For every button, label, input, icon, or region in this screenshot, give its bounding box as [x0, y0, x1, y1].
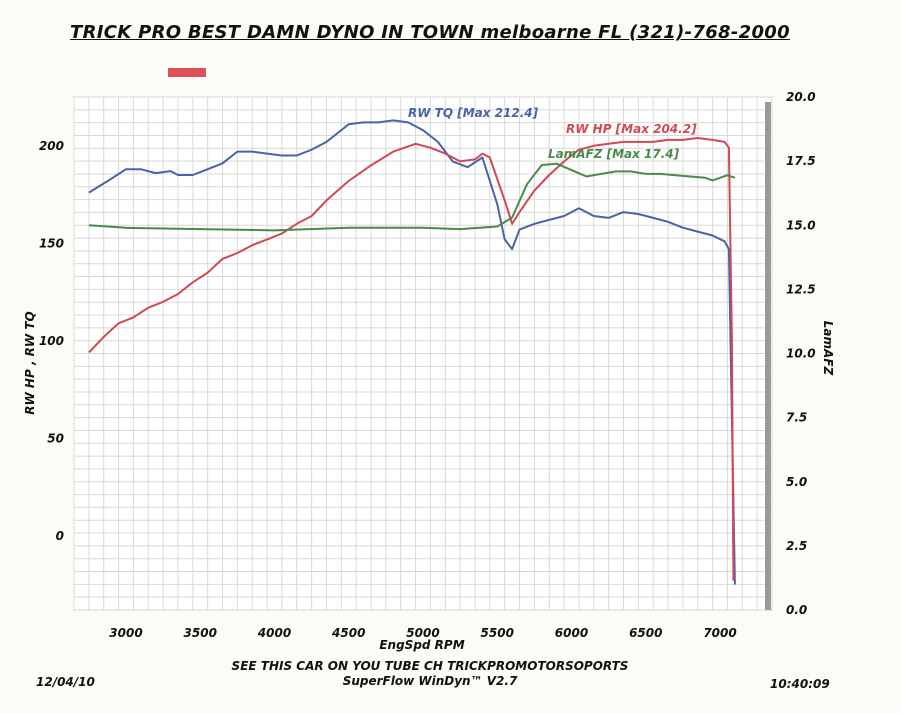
gridlines: [73, 96, 773, 611]
y-tick-label: 100: [39, 334, 64, 348]
y-tick-label: 50: [47, 431, 64, 445]
y2-tick-label: 15.0: [786, 218, 816, 232]
y2-tick-label: 7.5: [786, 411, 807, 425]
x-axis-label: EngSpd RPM: [379, 638, 464, 652]
y-tick-label: 0: [56, 529, 64, 543]
series-label: RW TQ [Max 212.4]: [408, 106, 539, 120]
y2-tick-label: 0.0: [786, 603, 807, 617]
y2-tick-label: 5.0: [786, 475, 807, 489]
x-tick-labels: 3000 3500 4000 4500 5000 5500 6000 6500 7000: [109, 626, 736, 640]
x-tick-label: 6000: [555, 626, 588, 640]
series-line-rw-hp: [88, 137, 735, 581]
legend-swatch: [168, 68, 206, 77]
x-tick-label: 5000: [406, 626, 439, 640]
page-title: TRICK PRO BEST DAMN DYNO IN TOWN melboar…: [70, 22, 790, 43]
y2-tick-label: 2.5: [786, 539, 807, 553]
y-tick-label: 200: [39, 139, 64, 153]
footer-software: SuperFlow WinDyn™ V2.7: [342, 674, 518, 688]
right-axis-bar: [765, 102, 771, 610]
footer-date: 12/04/10: [36, 675, 95, 689]
series-label: RW HP [Max 204.2]: [566, 122, 697, 136]
series-label: LamAFZ [Max 17.4]: [548, 147, 680, 161]
series-line-rw-tq: [88, 119, 736, 585]
footer-youtube: SEE THIS CAR ON YOU TUBE CH TRICKPROMOTO…: [231, 659, 629, 673]
x-tick-label: 3000: [109, 626, 142, 640]
y2-tick-label: 10.0: [786, 347, 816, 361]
y-tick-labels: 0 50 100 150 200: [39, 139, 64, 543]
x-tick-label: 4500: [331, 626, 365, 640]
y2-tick-label: 17.5: [786, 154, 816, 168]
y2-tick-label: 20.0: [786, 90, 816, 104]
series-lines: [88, 119, 736, 585]
x-tick-label: 6500: [629, 626, 662, 640]
x-tick-label: 4000: [257, 626, 291, 640]
y-tick-label: 150: [39, 236, 64, 250]
x-tick-label: 7000: [703, 626, 736, 640]
footer-time: 10:40:09: [770, 677, 830, 691]
y2-axis-label: LamAFZ: [821, 321, 835, 376]
series-labels: RW TQ [Max 212.4] RW HP [Max 204.2] LamAFZ…: [408, 106, 697, 161]
x-tick-label: 3500: [184, 626, 217, 640]
series-line-lamafz: [88, 162, 736, 232]
y2-tick-label: 12.5: [786, 282, 816, 296]
y-axis-label: RW HP , RW TQ: [23, 311, 37, 414]
y2-tick-labels: 0.0 2.5 5.0 7.5 10.0 12.5 15.0 17.5 20.0: [786, 90, 816, 617]
x-tick-label: 5500: [481, 626, 514, 640]
